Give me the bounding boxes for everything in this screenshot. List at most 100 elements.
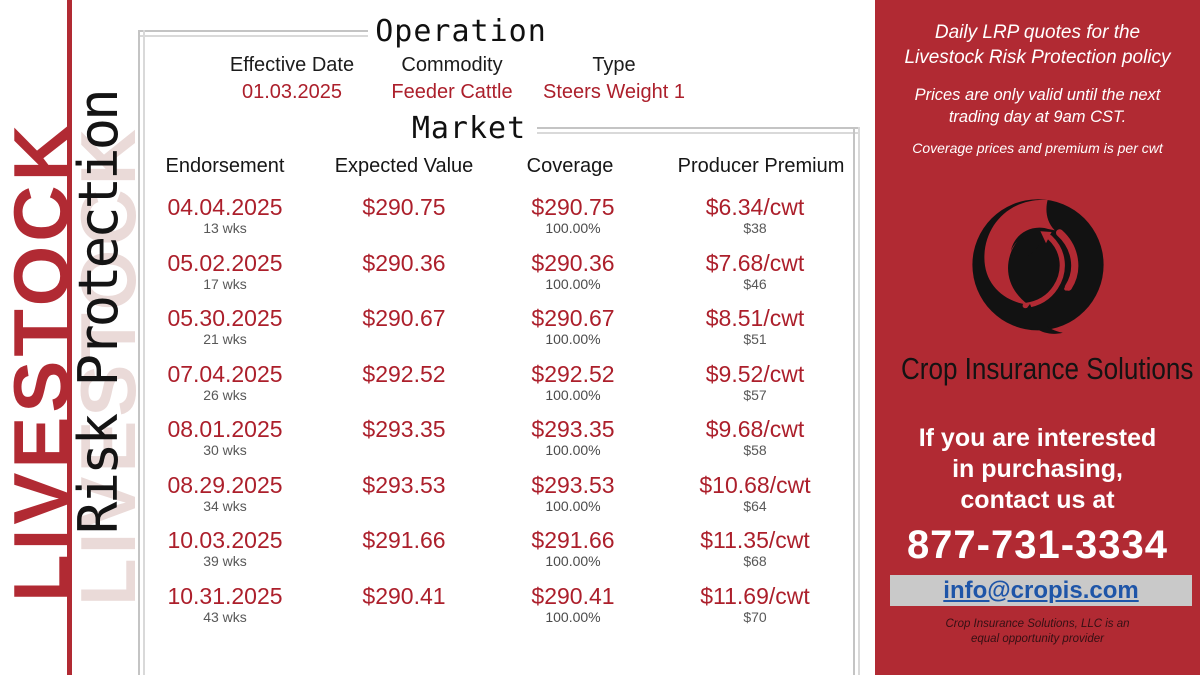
expected-value: $290.67: [362, 305, 446, 331]
market-table: 04.04.2025 13 wks $290.75 $290.75 100.00% $6.…: [138, 189, 860, 633]
operation-field-effective-date: Effective Date 01.03.2025: [230, 52, 354, 106]
coverage-price: $290.67: [531, 305, 615, 331]
premium-total: $51: [743, 331, 767, 347]
coverage-price: $293.35: [531, 416, 615, 442]
market-row: 08.29.2025 34 wks $293.53 $293.53 100.00% $10…: [138, 467, 860, 523]
endorsement-cell: 04.04.2025 13 wks: [138, 194, 312, 245]
endorsement-weeks: 13 wks: [203, 220, 247, 236]
endorsement-cell: 05.30.2025 21 wks: [138, 305, 312, 356]
endorsement-date: 05.02.2025: [167, 249, 283, 276]
field-label: Commodity: [401, 54, 503, 76]
market-row: 07.04.2025 26 wks $292.52 $292.52 100.00% $9.…: [138, 356, 860, 412]
coverage-cell: $291.66 100.00%: [496, 527, 650, 578]
operation-box-border-top: [138, 30, 368, 37]
endorsement-date: 08.29.2025: [167, 471, 283, 498]
endorsement-date: 10.03.2025: [167, 527, 283, 553]
expected-value-cell: $290.41: [312, 583, 496, 634]
premium-cell: $6.34/cwt $38: [650, 194, 860, 245]
premium-rate: $9.52/cwt: [705, 360, 805, 387]
premium-total: $38: [743, 220, 767, 236]
coverage-cell: $293.35 100.00%: [496, 416, 650, 467]
premium-rate: $7.68/cwt: [705, 249, 805, 276]
premium-cell: $8.51/cwt $51: [650, 305, 860, 356]
premium-rate: $6.34/cwt: [705, 194, 805, 220]
company-logo-text: Crop Insurance Solutions: [901, 351, 1194, 386]
coverage-cell: $290.67 100.00%: [496, 305, 650, 356]
field-value: Steers Weight 1: [543, 81, 685, 103]
expected-value-cell: $291.66: [312, 527, 496, 578]
content-box-border-right: [853, 127, 860, 675]
phone-number: 877-731-3334: [906, 523, 1169, 567]
endorsement-date: 05.30.2025: [167, 305, 283, 331]
field-value: 01.03.2025: [241, 81, 343, 103]
expected-value: $293.53: [362, 471, 446, 498]
expected-value-cell: $290.75: [312, 194, 496, 245]
contact-message: If you are interested in purchasing, conta…: [875, 423, 1200, 516]
market-row: 04.04.2025 13 wks $290.75 $290.75 100.00% $6.…: [138, 189, 860, 245]
coverage-price: $293.53: [531, 471, 615, 498]
contact-line: in purchasing,: [952, 455, 1123, 483]
market-section-title: Market: [407, 111, 531, 146]
endorsement-weeks: 34 wks: [203, 497, 247, 514]
endorsement-weeks: 39 wks: [203, 553, 247, 569]
expected-value-cell: $293.53: [312, 472, 496, 523]
market-row: 05.02.2025 17 wks $290.36 $290.36 100.00% $7.…: [138, 245, 860, 301]
market-row: 08.01.2025 30 wks $293.35 $293.35 100.00% $9.…: [138, 411, 860, 467]
content-box-border-left: [138, 30, 145, 675]
coverage-price: $290.75: [531, 194, 615, 220]
coverage-level: 100.00%: [545, 497, 601, 514]
coverage-level: 100.00%: [545, 442, 601, 458]
premium-total: $68: [743, 553, 767, 569]
coverage-price: $290.41: [531, 582, 615, 609]
premium-cell: $11.35/cwt $68: [650, 527, 860, 578]
coverage-price: $291.66: [531, 527, 615, 553]
expected-value-cell: $290.67: [312, 305, 496, 356]
company-logo-wrap: [875, 187, 1200, 353]
vertical-red-line: [67, 0, 72, 675]
premium-cell: $9.52/cwt $57: [650, 361, 860, 412]
premium-total: $46: [743, 275, 767, 292]
premium-cell: $9.68/cwt $58: [650, 416, 860, 467]
expected-value: $290.41: [362, 582, 446, 609]
endorsement-cell: 05.02.2025 17 wks: [138, 250, 312, 301]
expected-value-cell: $292.52: [312, 361, 496, 412]
price-validity-note: Prices are only valid until the next tra…: [914, 86, 1161, 126]
column-header-endorsement: Endorsement: [165, 155, 285, 177]
expected-value-cell: $293.35: [312, 416, 496, 467]
expected-value: $290.75: [362, 194, 446, 220]
market-row: 10.31.2025 43 wks $290.41 $290.41 100.00% $11…: [138, 578, 860, 634]
expected-value-cell: $290.36: [312, 250, 496, 301]
column-header-coverage: Coverage: [526, 155, 614, 177]
endorsement-weeks: 30 wks: [203, 442, 247, 458]
expected-value: $290.36: [362, 249, 446, 276]
expected-value: $293.35: [362, 416, 446, 442]
premium-rate: $11.35/cwt: [700, 527, 810, 553]
endorsement-cell: 10.31.2025 43 wks: [138, 583, 312, 634]
column-header-producer-premium: Producer Premium: [677, 155, 845, 177]
endorsement-date: 04.04.2025: [167, 194, 283, 220]
endorsement-weeks: 26 wks: [203, 386, 247, 403]
coverage-cell: $290.41 100.00%: [496, 583, 650, 634]
premium-rate: $9.68/cwt: [705, 416, 805, 442]
endorsement-cell: 10.03.2025 39 wks: [138, 527, 312, 578]
endorsement-cell: 07.04.2025 26 wks: [138, 361, 312, 412]
endorsement-date: 08.01.2025: [167, 416, 283, 442]
endorsement-cell: 08.29.2025 34 wks: [138, 472, 312, 523]
coverage-cell: $293.53 100.00%: [496, 472, 650, 523]
per-cwt-note: Coverage prices and premium is per cwt: [912, 140, 1163, 156]
coverage-price: $290.36: [531, 249, 615, 276]
coverage-level: 100.00%: [545, 275, 601, 292]
premium-rate: $8.51/cwt: [705, 305, 805, 331]
coverage-price: $292.52: [531, 360, 615, 387]
endorsement-weeks: 17 wks: [203, 275, 247, 292]
coverage-cell: $290.75 100.00%: [496, 194, 650, 245]
endorsement-date: 07.04.2025: [167, 360, 283, 387]
endorsement-cell: 08.01.2025 30 wks: [138, 416, 312, 467]
coverage-level: 100.00%: [545, 608, 601, 625]
email-link[interactable]: info@cropis.com: [943, 576, 1139, 604]
premium-total: $70: [743, 608, 767, 625]
coverage-cell: $290.36 100.00%: [496, 250, 650, 301]
premium-cell: $7.68/cwt $46: [650, 250, 860, 301]
field-value: Feeder Cattle: [391, 81, 513, 103]
coverage-cell: $292.52 100.00%: [496, 361, 650, 412]
